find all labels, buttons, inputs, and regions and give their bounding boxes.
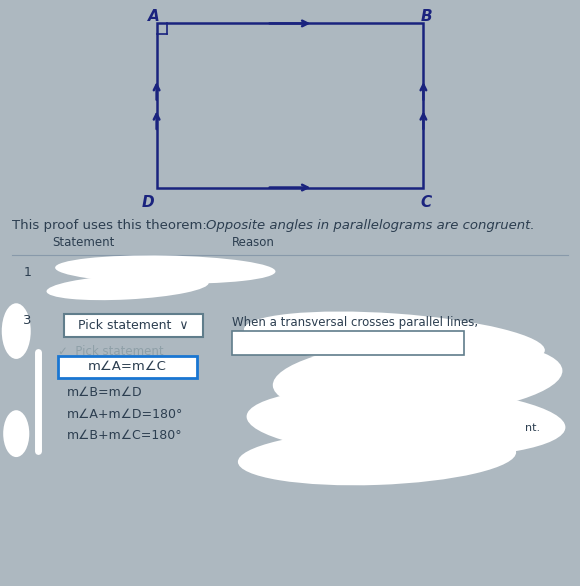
Text: Opposite angles in parallelograms are congruent.: Opposite angles in parallelograms are co… <box>206 219 535 232</box>
Ellipse shape <box>244 312 545 368</box>
Text: This proof uses this theorem:: This proof uses this theorem: <box>12 219 211 232</box>
Ellipse shape <box>238 429 516 485</box>
Text: m∠A+m∠D=180°: m∠A+m∠D=180° <box>67 408 183 421</box>
Bar <box>232 331 464 355</box>
Text: m∠B=m∠D: m∠B=m∠D <box>67 386 142 399</box>
Text: Reason: Reason <box>232 236 275 249</box>
Text: B: B <box>420 9 432 24</box>
Text: m∠A=m∠C: m∠A=m∠C <box>88 360 167 373</box>
Text: 1: 1 <box>23 266 31 279</box>
Text: nt.: nt. <box>525 423 540 433</box>
Ellipse shape <box>246 386 566 458</box>
Bar <box>58 356 197 378</box>
Bar <box>64 314 203 337</box>
Ellipse shape <box>273 339 563 417</box>
Text: m∠B+m∠C=180°: m∠B+m∠C=180° <box>67 430 182 442</box>
Text: D: D <box>142 195 154 210</box>
Ellipse shape <box>46 274 209 300</box>
Ellipse shape <box>2 304 31 359</box>
Text: C: C <box>420 195 432 210</box>
Text: A: A <box>148 9 160 24</box>
Text: ✓  Pick statement: ✓ Pick statement <box>58 345 164 358</box>
Ellipse shape <box>55 255 276 284</box>
Text: 3: 3 <box>23 314 32 327</box>
Text: When a transversal crosses parallel lines,: When a transversal crosses parallel line… <box>232 316 478 329</box>
Text: Statement: Statement <box>52 236 115 249</box>
Text: Pick statement  ∨: Pick statement ∨ <box>78 319 188 332</box>
Ellipse shape <box>3 410 29 457</box>
